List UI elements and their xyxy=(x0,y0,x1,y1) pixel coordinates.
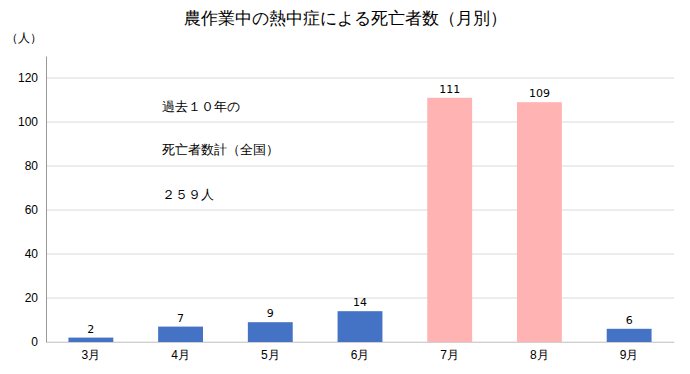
y-tick-label: 40 xyxy=(25,247,39,261)
y-tick-label: 0 xyxy=(31,335,38,349)
y-axis-line xyxy=(46,57,47,343)
bar xyxy=(517,102,562,342)
chart: 農作業中の熱中症による死亡者数（月別） （人） 0 20 40 60 80 100 120 3月 4… xyxy=(0,0,690,374)
data-label: 109 xyxy=(529,87,550,100)
annotation: 過去１０年の xyxy=(162,99,240,114)
bar xyxy=(68,338,113,342)
x-tick-label: 4月 xyxy=(171,348,190,362)
y-tick-label: 100 xyxy=(18,115,38,129)
x-tick-label: 8月 xyxy=(530,348,549,362)
title: 農作業中の熱中症による死亡者数（月別） xyxy=(184,8,507,28)
data-label: 14 xyxy=(353,296,367,309)
x-tick: 9月 xyxy=(620,342,639,362)
x-tick: 8月 xyxy=(530,342,549,362)
bars xyxy=(68,98,651,342)
bar xyxy=(427,98,472,342)
data-label: 111 xyxy=(439,83,460,96)
bar xyxy=(607,329,652,342)
y-tick: 40 xyxy=(25,247,46,261)
annotation: ２５９人 xyxy=(162,187,214,202)
grid-line xyxy=(46,254,674,255)
data-label: 7 xyxy=(177,312,184,325)
x-tick: 3月 xyxy=(82,342,101,362)
x-tick: 6月 xyxy=(351,342,370,362)
y-tick: 80 xyxy=(25,159,46,173)
bar xyxy=(338,311,383,342)
annotations: 過去１０年の死亡者数計（全国） ２５９人 xyxy=(162,99,279,203)
grid-line xyxy=(46,210,674,211)
y-axis-label: （人） xyxy=(6,31,42,45)
y-tick-label: 80 xyxy=(25,159,39,173)
y-tick: 120 xyxy=(18,71,46,85)
data-label: 9 xyxy=(267,307,274,320)
x-tick-label: 3月 xyxy=(82,348,101,362)
y-tick: 100 xyxy=(18,115,46,129)
x-axis-line xyxy=(47,342,675,343)
y-tick-label: 20 xyxy=(25,291,39,305)
plot: 0 20 40 60 80 100 120 3月 4月 5月 6月 7月 8月 9月 2 7 9 14 111 109… xyxy=(18,57,675,362)
x-tick: 4月 xyxy=(171,342,190,362)
y-tick: 20 xyxy=(25,291,46,305)
grid xyxy=(46,78,674,342)
y-tick: 60 xyxy=(25,203,46,217)
bar xyxy=(158,327,203,342)
grid-line xyxy=(46,78,674,79)
annotation: 死亡者数計（全国） xyxy=(162,142,279,157)
y-tick-label: 120 xyxy=(18,71,38,85)
data-labels: 2 7 9 14 111 109 6 xyxy=(87,83,632,336)
y-tick: 0 xyxy=(31,335,46,349)
x-tick-label: 5月 xyxy=(261,348,280,362)
data-label: 2 xyxy=(87,323,94,336)
x-tick: 7月 xyxy=(440,342,459,362)
y-axis: 0 20 40 60 80 100 120 xyxy=(18,57,47,350)
x-axis: 3月 4月 5月 6月 7月 8月 9月 xyxy=(47,342,675,362)
data-label: 6 xyxy=(626,314,633,327)
x-tick-label: 9月 xyxy=(620,348,639,362)
grid-line xyxy=(46,166,674,167)
x-tick-label: 7月 xyxy=(440,348,459,362)
y-tick-label: 60 xyxy=(25,203,39,217)
x-tick-label: 6月 xyxy=(351,348,370,362)
grid-line xyxy=(46,122,674,123)
x-tick: 5月 xyxy=(261,342,280,362)
bar xyxy=(248,322,293,342)
